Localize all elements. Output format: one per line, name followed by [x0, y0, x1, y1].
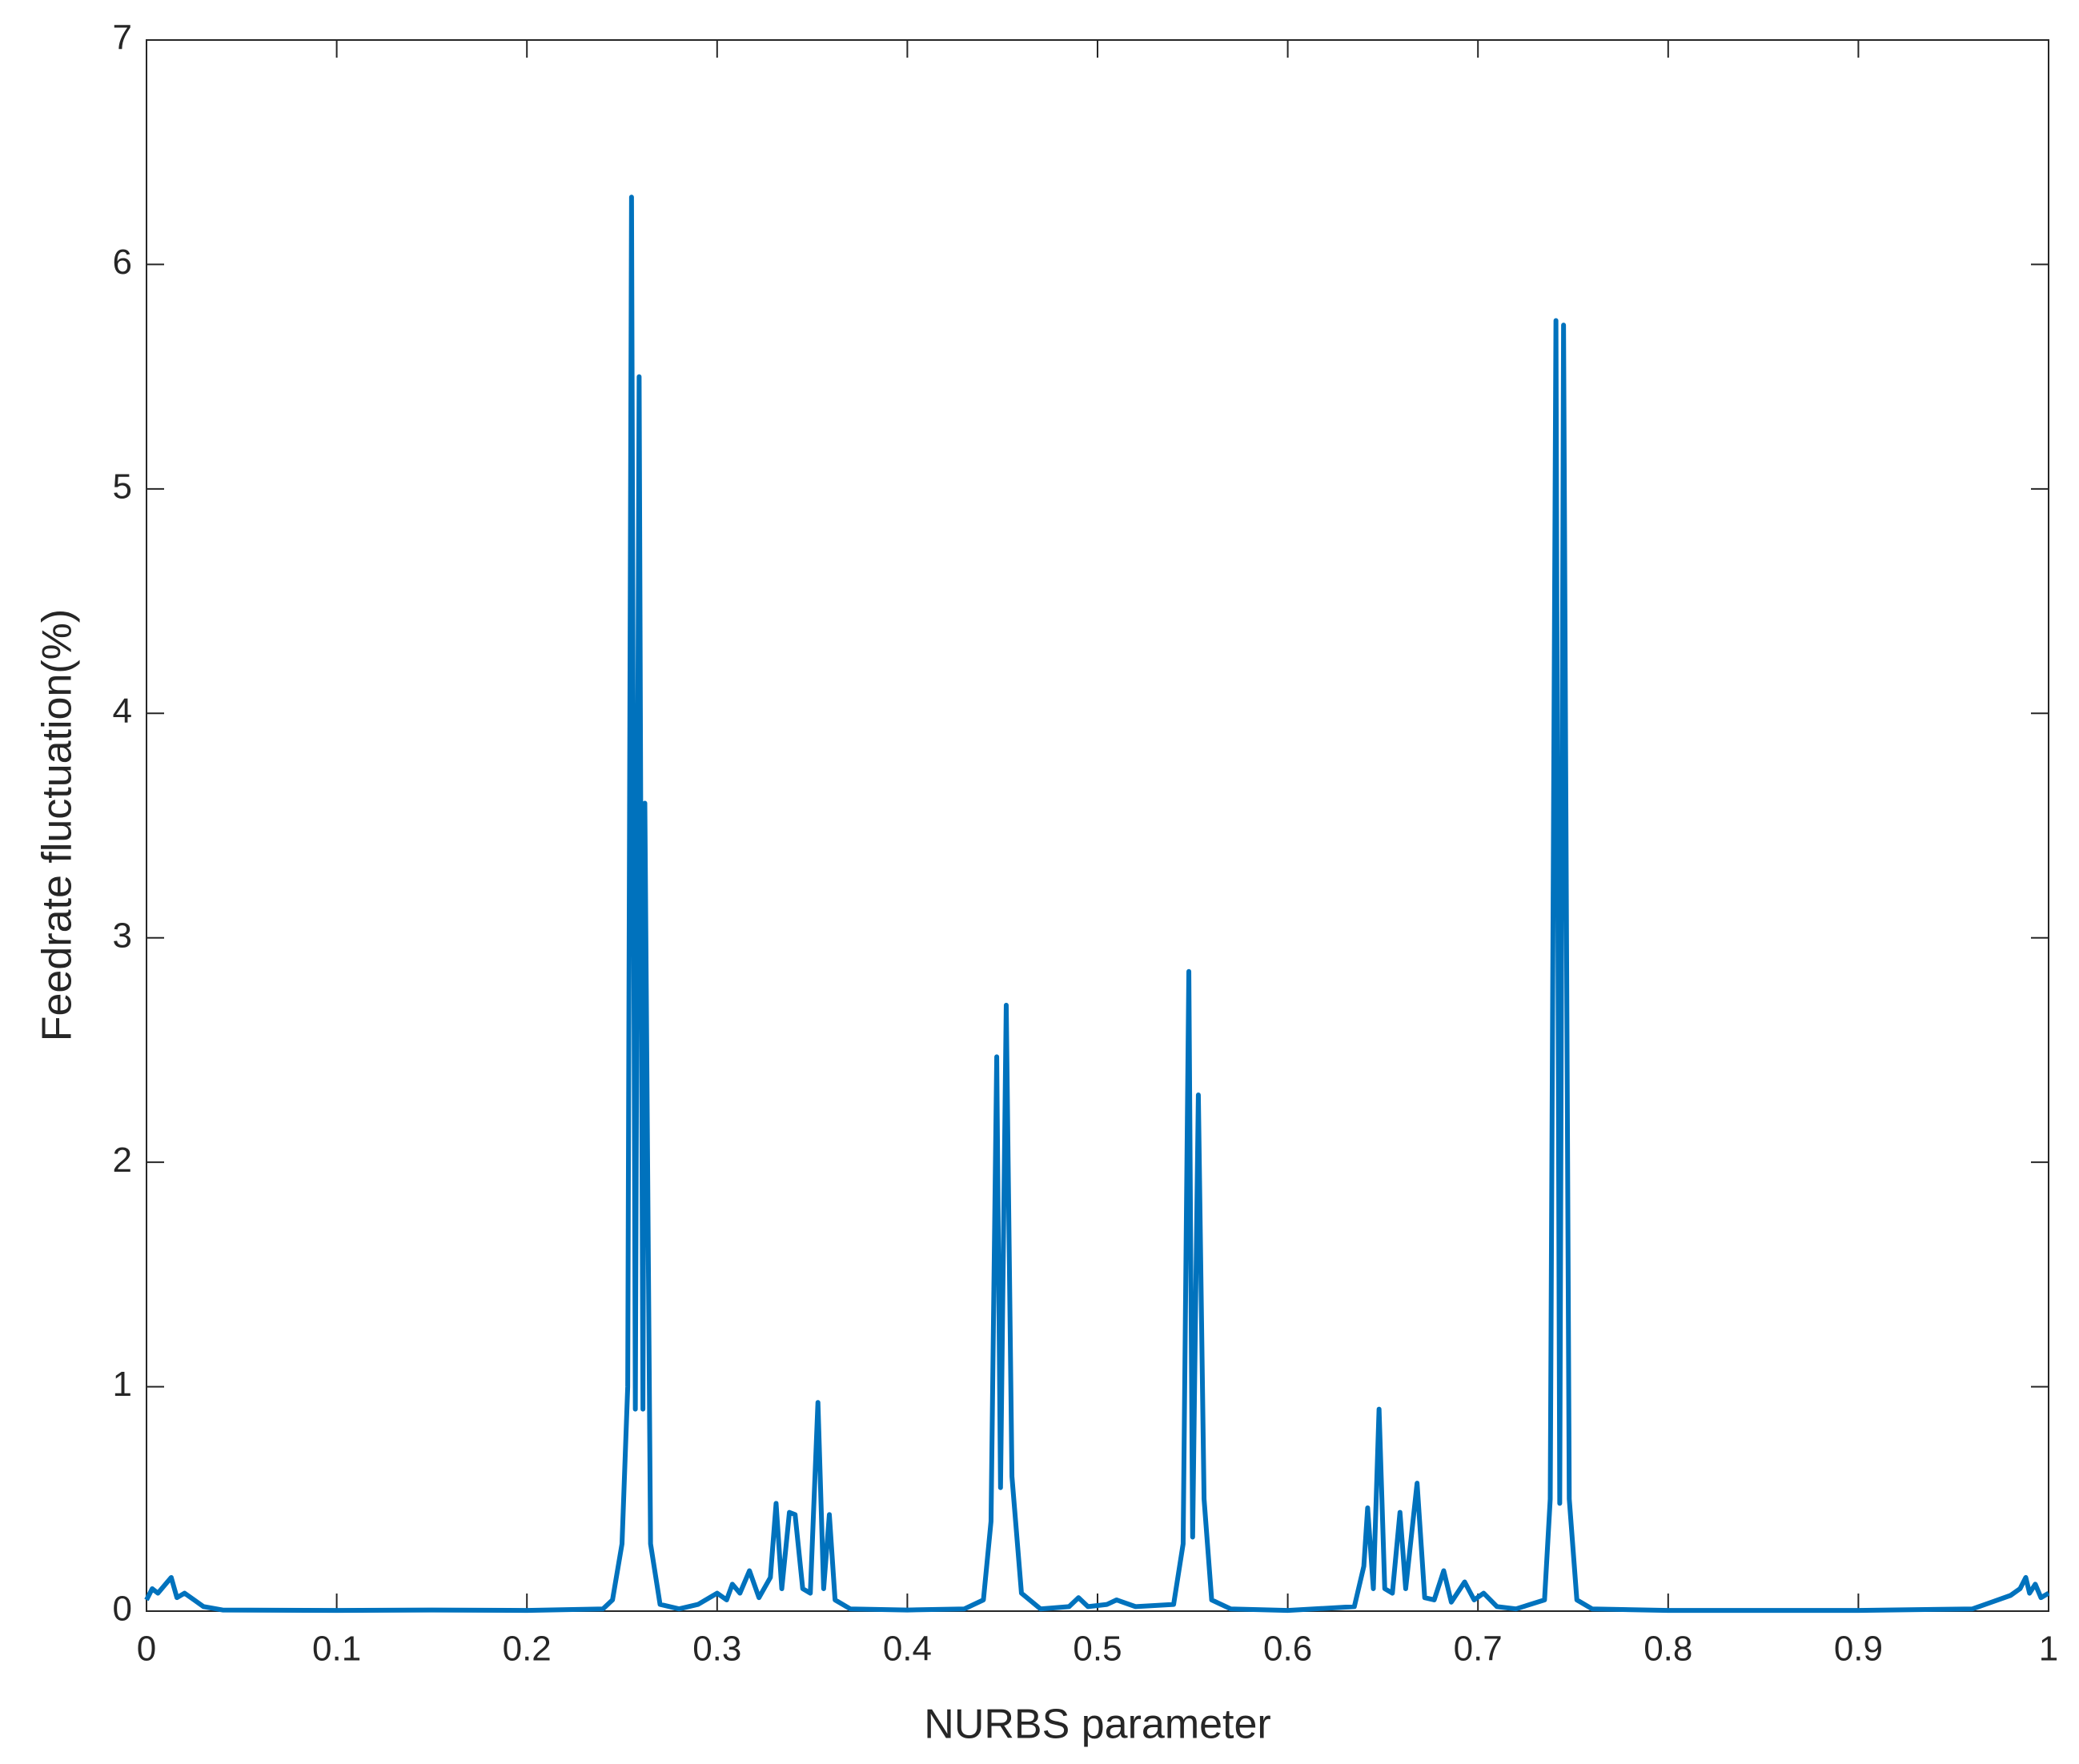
- y-tick-label: 4: [113, 692, 132, 731]
- x-tick-label: 0.4: [883, 1630, 932, 1669]
- x-tick-label: 0.5: [1073, 1630, 1122, 1669]
- y-tick-label: 7: [113, 18, 132, 58]
- y-tick-label: 5: [113, 467, 132, 506]
- x-tick-label: 1: [2039, 1630, 2058, 1669]
- y-tick-label: 2: [113, 1141, 132, 1180]
- x-tick-label: 0.7: [1454, 1630, 1503, 1669]
- y-tick-label: 1: [113, 1365, 132, 1404]
- x-tick-label: 0.3: [692, 1630, 741, 1669]
- x-tick-label: 0: [137, 1630, 156, 1669]
- data-line: [144, 194, 2050, 1614]
- y-axis-label: Feedrate fluctuation(%): [34, 609, 81, 1042]
- y-tick-label: 0: [113, 1590, 132, 1629]
- y-tick-label: 3: [113, 916, 132, 955]
- plot-frame: [146, 39, 2049, 1612]
- x-tick-label: 0.1: [312, 1630, 361, 1669]
- x-tick-label: 0.9: [1834, 1630, 1883, 1669]
- x-tick-label: 0.6: [1263, 1630, 1312, 1669]
- x-tick-label: 0.2: [503, 1630, 552, 1669]
- x-tick-label: 0.8: [1644, 1630, 1692, 1669]
- x-axis-label: NURBS parameter: [924, 1702, 1270, 1748]
- y-tick-label: 6: [113, 243, 132, 282]
